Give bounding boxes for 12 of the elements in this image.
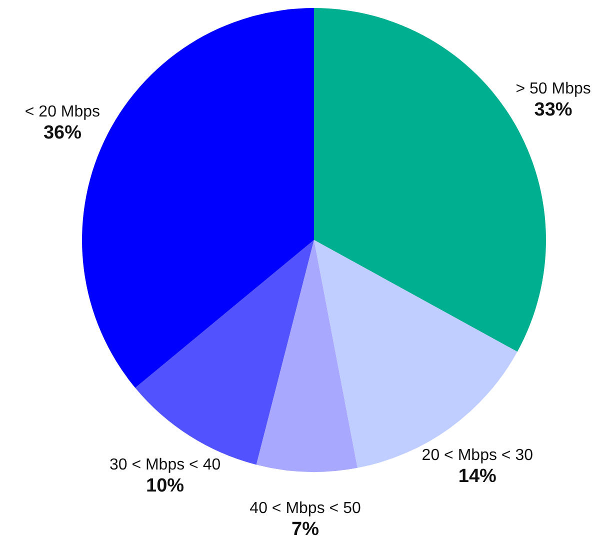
data-label: 36% [43, 122, 82, 144]
slice-label: > 50 Mbps [516, 80, 591, 98]
slice-label: 30 < Mbps < 40 [109, 456, 221, 474]
data-label: 7% [292, 518, 320, 540]
data-label: 33% [534, 99, 572, 120]
slice-label: < 20 Mbps [24, 104, 100, 121]
pie-slice [314, 240, 518, 468]
slice-label: 20 < Mbps < 30 [422, 446, 534, 464]
pie-slice [256, 240, 358, 472]
slice-label: 40 < Mbps < 50 [250, 500, 361, 517]
data-label: 14% [458, 466, 497, 487]
data-label: 10% [146, 476, 184, 497]
